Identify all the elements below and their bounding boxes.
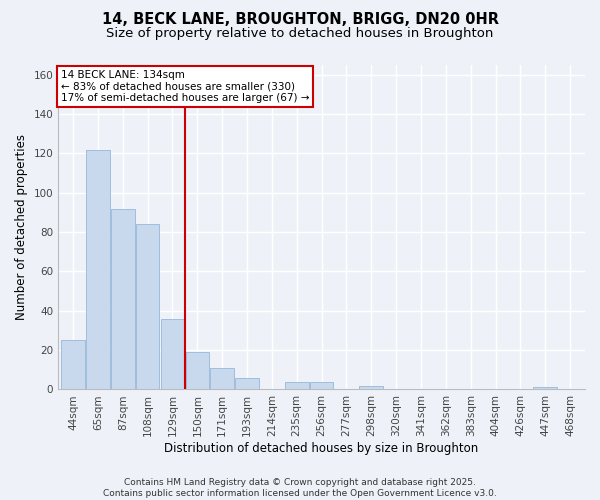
Text: 14, BECK LANE, BROUGHTON, BRIGG, DN20 0HR: 14, BECK LANE, BROUGHTON, BRIGG, DN20 0H… <box>101 12 499 28</box>
Bar <box>161 318 184 390</box>
Bar <box>211 368 234 390</box>
Bar <box>285 382 308 390</box>
X-axis label: Distribution of detached houses by size in Broughton: Distribution of detached houses by size … <box>164 442 479 455</box>
Text: 14 BECK LANE: 134sqm
← 83% of detached houses are smaller (330)
17% of semi-deta: 14 BECK LANE: 134sqm ← 83% of detached h… <box>61 70 310 103</box>
Bar <box>235 378 259 390</box>
Bar <box>533 388 557 390</box>
Bar <box>111 208 134 390</box>
Bar <box>61 340 85 390</box>
Bar <box>86 150 110 390</box>
Bar <box>310 382 334 390</box>
Bar <box>185 352 209 390</box>
Bar <box>136 224 160 390</box>
Y-axis label: Number of detached properties: Number of detached properties <box>15 134 28 320</box>
Bar <box>359 386 383 390</box>
Text: Size of property relative to detached houses in Broughton: Size of property relative to detached ho… <box>106 28 494 40</box>
Text: Contains HM Land Registry data © Crown copyright and database right 2025.
Contai: Contains HM Land Registry data © Crown c… <box>103 478 497 498</box>
